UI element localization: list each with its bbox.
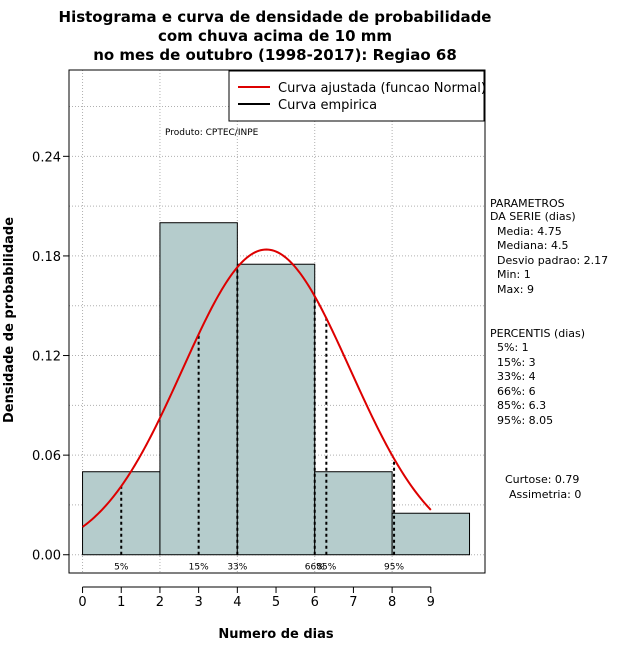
x-tick-label: 4 (233, 595, 241, 610)
x-tick-label: 1 (117, 595, 125, 610)
params-heading-1: PARAMETROS (490, 197, 565, 210)
y-axis-title: Densidade de probabilidade (2, 217, 17, 423)
percentil-95: 95%: 8.05 (497, 414, 553, 427)
y-axis: 0.00 0.06 0.12 0.18 0.24 (32, 150, 69, 564)
x-tick-label: 7 (349, 595, 357, 610)
y-tick-label: 0.12 (32, 350, 61, 365)
percentile-label: 15% (189, 563, 209, 573)
param-media: Media: 4.75 (497, 225, 562, 238)
percentile-label: 33% (227, 563, 247, 573)
percentis-heading: PERCENTIS (dias) (490, 327, 585, 340)
legend-box (228, 70, 485, 122)
curtose-text: Curtose: 0.79 (505, 473, 579, 486)
chart-title-line-3: no mes de outubro (1998-2017): Regiao 68 (93, 46, 457, 64)
x-axis-title: Numero de dias (218, 627, 334, 642)
x-tick-label: 8 (388, 595, 396, 610)
x-tick-label: 6 (311, 595, 319, 610)
percentil-33: 33%: 4 (497, 370, 536, 383)
param-max: Max: 9 (497, 283, 534, 296)
legend: Curva ajustada (funcao Normal) Curva emp… (228, 70, 486, 122)
x-tick-label: 2 (156, 595, 164, 610)
histogram-bar (391, 512, 471, 556)
param-desvio: Desvio padrao: 2.17 (497, 254, 608, 267)
percentile-label: 5% (114, 563, 129, 573)
percentile-label: 85% (316, 563, 336, 573)
normal-curve-layer (81, 248, 432, 528)
normal-curve (81, 248, 432, 528)
credit-text: Produto: CPTEC/INPE (165, 128, 259, 138)
x-axis: 0 1 2 3 4 5 6 7 8 9 (78, 586, 435, 610)
y-tick-label: 0.06 (32, 449, 61, 464)
percentil-85: 85%: 6.3 (497, 399, 546, 412)
chart-title-line-1: Histograma e curva de densidade de proba… (59, 8, 492, 26)
param-mediana: Mediana: 4.5 (497, 239, 568, 252)
legend-label-empirical: Curva empirica (278, 98, 377, 113)
y-tick-label: 0.00 (32, 549, 61, 564)
x-tick-label: 9 (427, 595, 435, 610)
chart-title-line-2: com chuva acima de 10 mm (158, 27, 392, 45)
percentil-5: 5%: 1 (497, 341, 529, 354)
percentile-label: 66% (305, 563, 325, 573)
percentile-lines: 5% 15% 33% 66%85% 95% (114, 267, 405, 573)
x-tick-label: 0 (78, 595, 86, 610)
stats-panel: PARAMETROS DA SERIE (dias) Media: 4.75 M… (490, 197, 608, 501)
params-heading-2: DA SERIE (dias) (490, 210, 576, 223)
histogram-bar (314, 471, 393, 556)
percentile-label: 95% (384, 563, 404, 573)
param-min: Min: 1 (497, 268, 531, 281)
plot-frame (68, 69, 486, 574)
histogram-bar (236, 263, 316, 556)
x-tick-label: 3 (194, 595, 202, 610)
y-tick-label: 0.18 (32, 250, 61, 265)
percentil-15: 15%: 3 (497, 356, 536, 369)
assimetria-text: Assimetria: 0 (509, 488, 581, 501)
y-tick-label: 0.24 (32, 150, 61, 165)
x-tick-label: 5 (272, 595, 280, 610)
percentil-66: 66%: 6 (497, 385, 536, 398)
legend-label-normal: Curva ajustada (funcao Normal) (278, 81, 486, 96)
